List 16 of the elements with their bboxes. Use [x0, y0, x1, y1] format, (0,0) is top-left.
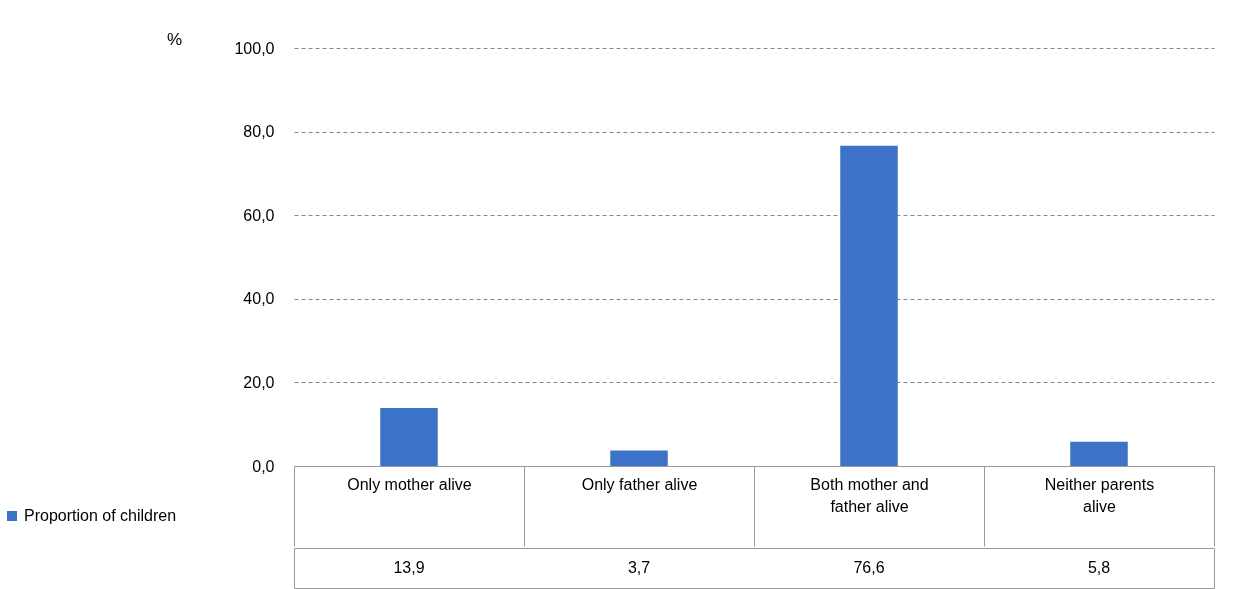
- x-tick-label: Only father alive: [581, 475, 698, 493]
- y-tick-label: 20,0: [243, 373, 275, 391]
- y-tick-label: 100,0: [234, 39, 275, 57]
- y-tick-label: 40,0: [243, 290, 275, 308]
- y-tick-label: 80,0: [243, 123, 275, 141]
- x-tick-label: Neither parents alive: [1044, 475, 1155, 515]
- x-tick-label: Both mother and father alive: [810, 475, 929, 515]
- y-tick-label: 60,0: [243, 206, 275, 224]
- y-tick-label: 0,0: [252, 457, 275, 475]
- legend-label: Proportion of children: [24, 507, 177, 524]
- data-label: 3,7: [627, 559, 651, 576]
- data-label: 5,8: [1087, 559, 1111, 576]
- y-axis-title: %: [166, 29, 183, 49]
- data-label: 76,6: [853, 559, 885, 576]
- x-tick-label: Only mother alive: [347, 475, 472, 493]
- data-label: 13,9: [393, 559, 425, 576]
